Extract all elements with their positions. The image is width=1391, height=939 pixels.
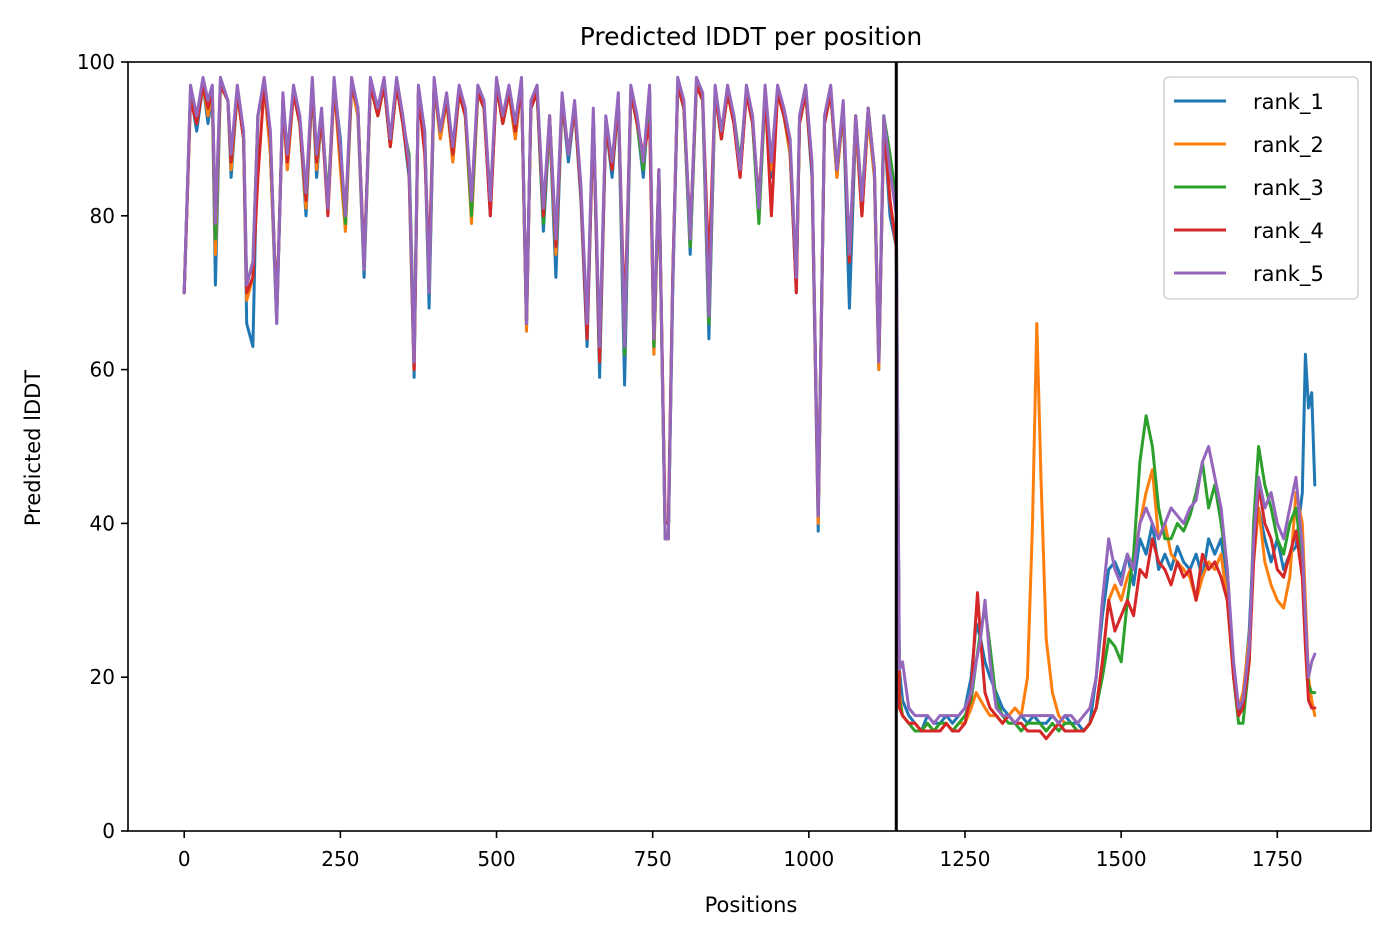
plot-frame [127,61,1372,832]
series-group [182,75,1317,741]
y-axis-title: Predicted lDDT [21,370,45,526]
series-line-rank-2 [182,83,1317,733]
legend: rank_1 rank_2 rank_3 rank_4 rank_5 [1163,76,1359,300]
x-tick-label: 750 [634,847,672,871]
y-tick-label: 0 [102,819,115,843]
x-tick-label: 1750 [1252,847,1303,871]
legend-label-rank-3: rank_3 [1253,176,1324,201]
x-tick-label: 250 [321,847,359,871]
x-tick-label: 1000 [783,847,834,871]
chart-title: Predicted lDDT per position [580,22,922,51]
y-tick-label: 40 [90,511,115,535]
legend-label-rank-1: rank_1 [1253,90,1324,115]
y-tick-label: 80 [90,204,115,228]
series-line-rank-3 [182,83,1317,733]
x-axis-title: Positions [705,893,798,917]
series-line-rank-1 [182,83,1317,733]
y-tick-label: 100 [77,50,115,74]
legend-label-rank-4: rank_4 [1253,219,1324,244]
y-tick-label: 20 [90,665,115,689]
x-tick-label: 1250 [940,847,991,871]
series-line-rank-5 [182,75,1317,725]
series-line-rank-4 [182,83,1317,741]
plot-area [127,61,1372,832]
legend-label-rank-5: rank_5 [1253,262,1324,287]
legend-items: rank_1 rank_2 rank_3 rank_4 rank_5 [1174,90,1324,287]
y-tick-label: 60 [90,358,115,382]
x-tick-label: 500 [477,847,515,871]
x-axis: 0 250 500 750 1000 1250 1500 1750 [178,831,1303,871]
x-tick-label: 1500 [1096,847,1147,871]
legend-label-rank-2: rank_2 [1253,133,1324,158]
legend-frame [1163,76,1359,300]
y-axis: 0 20 40 60 80 100 [77,50,128,843]
x-tick-label: 0 [178,847,191,871]
